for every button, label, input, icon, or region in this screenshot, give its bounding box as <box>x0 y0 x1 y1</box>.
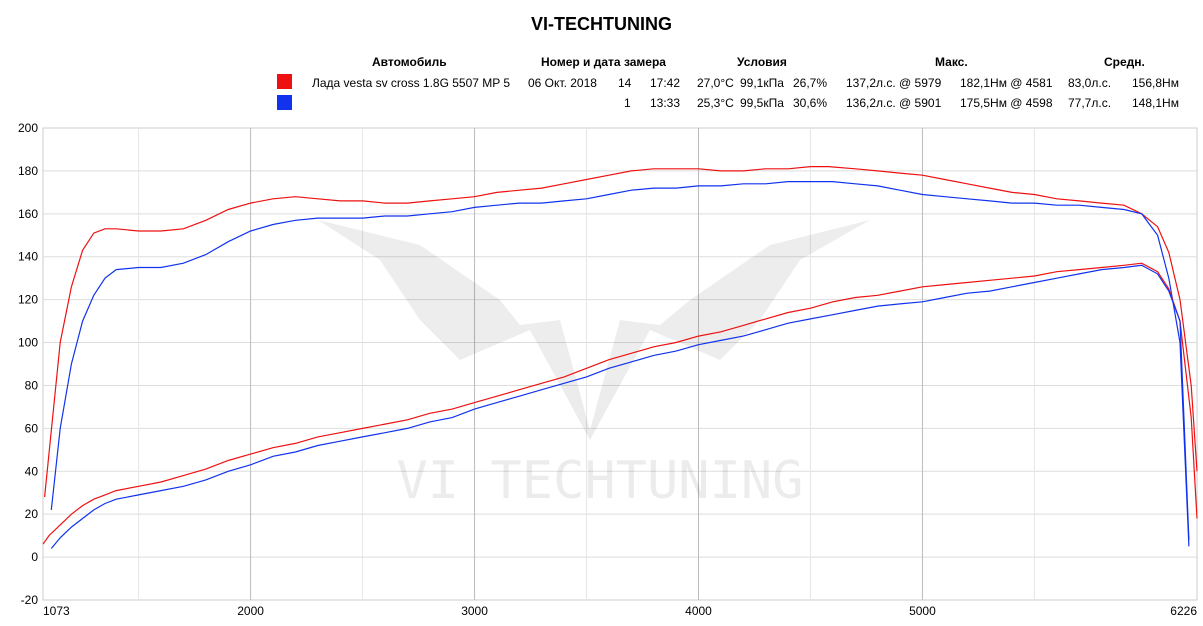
row-avg-torque: 156,8Нм <box>1132 76 1179 90</box>
plot-frame <box>42 127 1198 601</box>
x-tick-label: 1073 <box>43 604 70 618</box>
x-tick-label: 3000 <box>461 604 488 618</box>
row-pressure: 99,5кПа <box>740 96 784 110</box>
series-line <box>42 262 1198 545</box>
y-tick-label: 100 <box>18 336 38 350</box>
y-tick-label: 160 <box>18 207 38 221</box>
legend-swatch-run-14 <box>277 74 292 89</box>
header-car: Автомобиль <box>372 55 447 69</box>
y-tick-label: 60 <box>25 421 39 435</box>
watermark: VI TECHTUNING <box>318 220 870 511</box>
y-tick-label: 0 <box>31 550 38 564</box>
y-tick-label: 40 <box>25 464 39 478</box>
header-avg: Средн. <box>1104 55 1145 69</box>
row-humidity: 30,6% <box>793 96 828 110</box>
row-max-power: 136,2л.с. @ 5901 <box>846 96 942 110</box>
header-max: Макс. <box>935 55 968 69</box>
row-temp: 27,0°C <box>697 76 734 90</box>
row-humidity: 26,7% <box>793 76 828 90</box>
legend-swatch-run-1 <box>277 95 292 110</box>
x-tick-label: 5000 <box>909 604 936 618</box>
row-date: 06 Окт. 2018 <box>528 76 597 90</box>
row-number: 14 <box>618 76 632 90</box>
row-number: 1 <box>624 96 631 110</box>
x-tick-label: 2000 <box>237 604 264 618</box>
row-avg-power: 83,0л.с. <box>1068 76 1112 90</box>
y-tick-label: 180 <box>18 164 38 178</box>
chart-title: VI-TECHTUNING <box>531 14 672 34</box>
watermark-text: VI TECHTUNING <box>397 451 804 511</box>
series-lines <box>42 166 1198 549</box>
y-tick-label: 200 <box>18 121 38 135</box>
y-tick-label: -20 <box>21 593 39 607</box>
row-time: 17:42 <box>650 76 681 90</box>
y-tick-label: 20 <box>25 507 39 521</box>
series-line <box>50 181 1190 547</box>
row-avg-power: 77,7л.с. <box>1068 96 1112 110</box>
row-car: Лада vesta sv cross 1.8G 5507 MP 5 <box>312 76 511 90</box>
y-tick-label: 80 <box>25 378 39 392</box>
row-temp: 25,3°C <box>697 96 734 110</box>
header-number-date: Номер и дата замера <box>541 55 666 69</box>
series-line <box>50 264 1190 549</box>
row-max-torque: 182,1Нм @ 4581 <box>960 76 1053 90</box>
series-line <box>44 166 1198 498</box>
axes: -20 0 20 40 60 80 100 120 140 160 180 200 1073 2000 30… <box>18 121 1197 618</box>
watermark-logo <box>318 220 870 440</box>
row-max-torque: 175,5Нм @ 4598 <box>960 96 1053 110</box>
grid <box>42 127 1198 601</box>
x-tick-label: 4000 <box>685 604 712 618</box>
y-tick-label: 120 <box>18 293 38 307</box>
y-tick-label: 140 <box>18 250 38 264</box>
row-pressure: 99,1кПа <box>740 76 784 90</box>
x-tick-label: 6226 <box>1170 604 1197 618</box>
header-conditions: Условия <box>737 55 787 69</box>
row-avg-torque: 148,1Нм <box>1132 96 1179 110</box>
row-max-power: 137,2л.с. @ 5979 <box>846 76 942 90</box>
row-time: 13:33 <box>650 96 681 110</box>
